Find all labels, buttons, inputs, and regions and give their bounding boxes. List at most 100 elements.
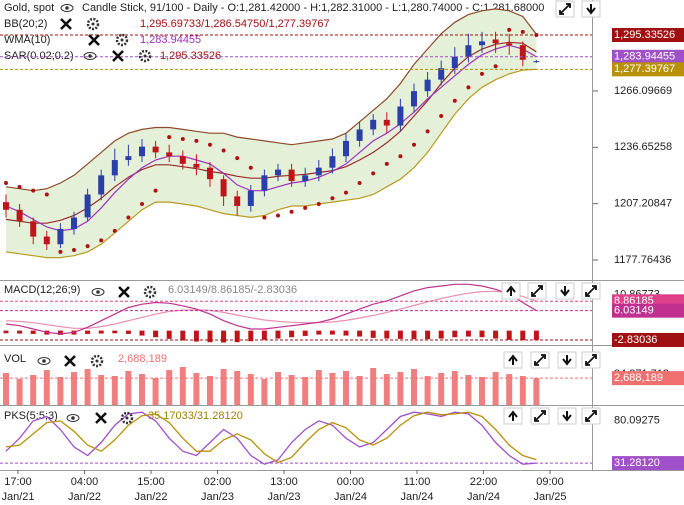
eye-icon[interactable] <box>83 52 97 60</box>
gear-icon[interactable] <box>120 411 134 425</box>
x-tick-label: 02:00 <box>204 476 232 488</box>
up-icon[interactable] <box>503 407 523 425</box>
eye-shape <box>91 288 105 296</box>
gear-shape <box>115 33 129 47</box>
volume-bar <box>533 378 540 405</box>
marker-label: 1,295.33526 <box>614 29 675 41</box>
sar-dot <box>344 190 348 195</box>
close-icon[interactable] <box>95 412 107 424</box>
arrows <box>585 354 597 366</box>
pks-line <box>5 411 537 464</box>
marker-box <box>612 371 684 386</box>
gear-icon[interactable] <box>115 33 129 47</box>
marker-label: 1,277.39767 <box>614 63 675 75</box>
gear-shape <box>143 285 157 299</box>
gear-hub <box>95 359 99 363</box>
sar-dot <box>17 184 22 189</box>
sar-dot <box>493 64 498 69</box>
sar-dot <box>167 135 172 140</box>
close-icon[interactable] <box>60 18 72 30</box>
sar-dot <box>384 161 389 166</box>
close-icon[interactable] <box>118 286 130 298</box>
candle-body <box>275 169 281 176</box>
candle-body <box>84 194 91 218</box>
volume-bar <box>166 370 173 405</box>
sar-dot <box>316 202 321 207</box>
candle-body <box>329 156 336 168</box>
close-icon[interactable] <box>64 355 76 367</box>
gear-icon[interactable] <box>143 285 157 299</box>
expand-icon[interactable] <box>581 282 601 300</box>
eye-icon[interactable] <box>91 288 105 296</box>
x-tick-label: Jan/22 <box>68 491 101 503</box>
close-icon[interactable] <box>112 50 124 62</box>
macd-hist <box>520 330 526 341</box>
x-shape <box>60 18 72 30</box>
candle-body <box>343 140 349 157</box>
volume-bar <box>465 375 472 405</box>
macd-hist <box>397 330 403 339</box>
eye-icon[interactable] <box>37 357 51 365</box>
candle-body <box>411 91 417 107</box>
marker-box <box>612 62 684 77</box>
volume-bar <box>84 369 91 405</box>
gear-icon[interactable] <box>138 49 152 63</box>
candle-body <box>166 152 173 157</box>
down-icon[interactable] <box>555 282 575 300</box>
panel-frames <box>0 0 684 471</box>
candle-body <box>315 167 322 176</box>
arrows <box>559 3 571 15</box>
volume-bar <box>356 376 363 405</box>
panel-0 <box>3 8 540 259</box>
macd-hist <box>343 330 349 336</box>
arrows <box>531 285 543 297</box>
macd-label: MACD(12;26;9) <box>4 284 80 296</box>
macd-readout: 6.03149/8.86185/-2.83036 <box>168 284 297 296</box>
volume-bar <box>207 376 213 405</box>
volume-bar <box>275 372 281 405</box>
y-tick-label: 1236.65258 <box>614 141 672 153</box>
marker-label: 6.03149 <box>614 305 654 317</box>
down-icon[interactable] <box>557 351 577 369</box>
candle-body <box>125 156 132 161</box>
eye-pupil <box>71 416 75 420</box>
candle-body <box>139 146 145 157</box>
sar-dot <box>480 71 484 76</box>
expand-icon[interactable] <box>555 0 575 18</box>
x-tick-label: 00:00 <box>337 476 365 488</box>
expand-icon[interactable] <box>530 407 550 425</box>
eye-icon[interactable] <box>60 4 74 12</box>
expand-icon[interactable] <box>581 351 601 369</box>
candle-body <box>234 196 241 206</box>
gear-hub <box>125 416 129 420</box>
sar-dot <box>289 209 294 214</box>
down-icon[interactable] <box>557 407 577 425</box>
x-tick-label: 11:00 <box>404 476 431 488</box>
expand-icon[interactable] <box>581 407 601 425</box>
gear-icon[interactable] <box>90 354 104 368</box>
up-icon[interactable] <box>501 282 521 300</box>
wma-label: WMA(10) <box>4 34 50 46</box>
down-icon[interactable] <box>581 0 601 18</box>
expand-icon[interactable] <box>530 351 550 369</box>
arrow <box>562 411 572 422</box>
macd-hist <box>316 330 322 335</box>
arrow <box>562 355 572 366</box>
x-tick-label: 17:00 <box>4 476 32 488</box>
volume-bar <box>220 369 227 405</box>
macd-hist <box>234 330 240 343</box>
volume-bar <box>234 371 241 405</box>
up-icon[interactable] <box>503 351 523 369</box>
candle-body <box>383 119 390 126</box>
volume-bar <box>451 371 458 405</box>
expand-icon[interactable] <box>527 282 547 300</box>
macd-hist <box>493 330 499 339</box>
eye-icon[interactable] <box>66 414 80 422</box>
volume-bar <box>261 379 268 405</box>
macd-hist <box>112 330 118 334</box>
close-icon[interactable] <box>88 34 100 46</box>
x-shape <box>64 355 76 367</box>
sar-dot <box>112 228 117 233</box>
gear-icon[interactable] <box>86 17 100 31</box>
chart-title: Gold, spot <box>4 2 54 14</box>
